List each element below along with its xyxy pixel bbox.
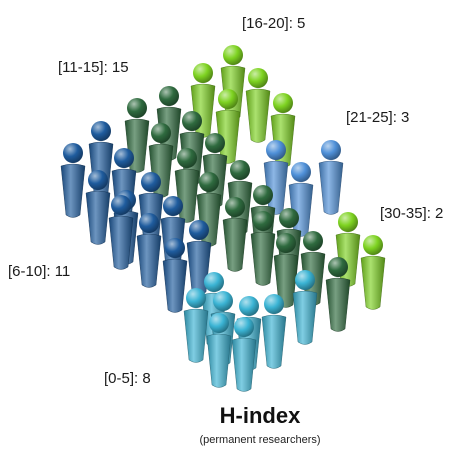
figure-11-15-9 <box>222 197 248 272</box>
figure-6-10-3 <box>85 170 111 245</box>
figure-0-5-4 <box>261 294 287 369</box>
figure-0-5-7 <box>231 317 257 392</box>
figure-11-15-11 <box>250 211 276 286</box>
figure-11-15-15 <box>325 257 351 332</box>
chart-title: H-index <box>220 403 301 428</box>
figure-0-5-1 <box>183 288 209 363</box>
label-16-20: [16-20]: 5 <box>242 15 305 32</box>
figure-16-20-3 <box>215 89 241 164</box>
figure-6-10-10 <box>162 238 188 313</box>
label-0-5: [0-5]: 8 <box>104 370 151 387</box>
label-21-25: [21-25]: 3 <box>346 109 409 126</box>
figure-30-35-2 <box>360 235 386 310</box>
label-30-35: [30-35]: 2 <box>380 205 443 222</box>
figure-21-25-3 <box>318 140 344 215</box>
chart-subtitle: (permanent researchers) <box>199 434 320 446</box>
figure-6-10-1 <box>60 143 86 218</box>
figure-6-10-8 <box>136 213 162 288</box>
figure-16-20-4 <box>245 68 271 143</box>
label-11-15: [11-15]: 15 <box>58 59 129 76</box>
figure-0-5-6 <box>206 313 232 388</box>
figures-group <box>60 45 386 392</box>
figure-11-15-13 <box>273 233 299 308</box>
figure-6-10-7 <box>108 195 134 270</box>
figure-0-5-5 <box>292 270 318 345</box>
label-6-10: [6-10]: 11 <box>8 263 70 280</box>
